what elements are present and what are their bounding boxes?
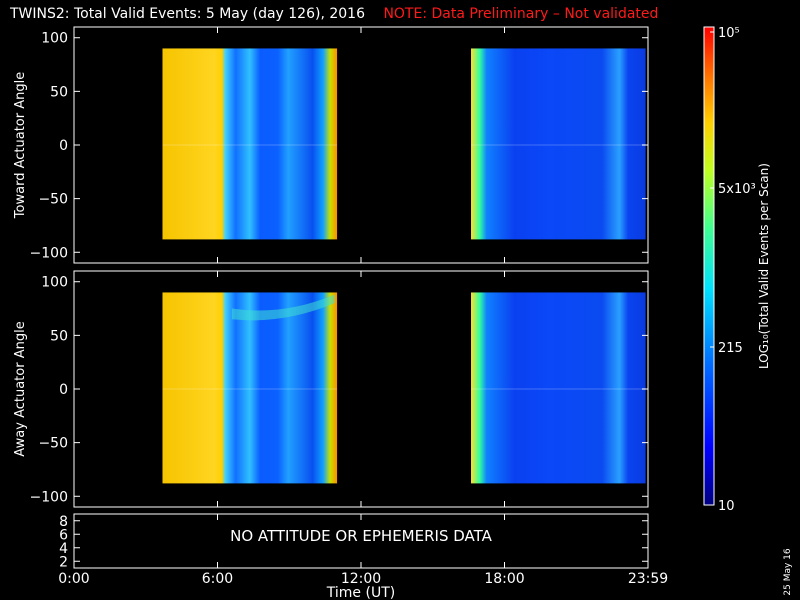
y-tick-label: 2 [59, 554, 68, 570]
colorbar-tick-label: 5x10³ [718, 182, 756, 197]
y-tick-label: 50 [50, 328, 68, 344]
y-axis-label: Away Actuator Angle [13, 321, 28, 456]
x-axis-label: Time (UT) [326, 585, 395, 600]
y-tick-label: 100 [41, 275, 68, 291]
x-tick-label: 6:00 [202, 571, 233, 587]
no-data-message: NO ATTITUDE OR EPHEMERIS DATA [230, 527, 493, 545]
y-tick-label: 0 [59, 382, 68, 398]
colorbar-tick-label: 10 [718, 499, 735, 514]
heatmap-block [162, 292, 338, 484]
y-tick-label: 6 [59, 527, 68, 543]
arc-feature [231, 294, 335, 321]
y-tick-label: −100 [30, 245, 68, 261]
heatmap-block [471, 292, 646, 484]
panel-frame [73, 513, 649, 569]
y-tick-label: 8 [59, 514, 68, 530]
x-tick-label: 23:59 [628, 571, 668, 587]
y-axis-label: Toward Actuator Angle [13, 72, 28, 219]
colorbar-label: LOG₁₀(Total Valid Events per Scan) [757, 163, 771, 369]
zero-stripe [471, 388, 646, 390]
chart-title: TWINS2: Total Valid Events: 5 May (day 1… [10, 6, 658, 22]
x-tick-label: 0:00 [58, 571, 89, 587]
x-tick-label: 12:00 [341, 571, 381, 587]
colorbar-tick-label: 10⁵ [718, 26, 740, 41]
heatmap-block [162, 48, 338, 240]
colorbar-tick-label: 215 [718, 341, 743, 356]
heatmap-block [471, 48, 646, 240]
y-tick-label: 50 [50, 84, 68, 100]
colorbar [703, 26, 715, 506]
date-stamp: 25 May 16 [783, 548, 793, 596]
y-tick-label: −50 [38, 436, 68, 452]
title-text: TWINS2: Total Valid Events: 5 May (day 1… [10, 6, 365, 22]
y-tick-label: 0 [59, 138, 68, 154]
y-tick-label: 100 [41, 31, 68, 47]
y-tick-label: −50 [38, 192, 68, 208]
x-tick-label: 18:00 [484, 571, 524, 587]
y-tick-label: 4 [59, 541, 68, 557]
note-text: NOTE: Data Preliminary – Not validated [383, 6, 659, 22]
zero-stripe [162, 144, 338, 146]
y-tick-label: −100 [30, 489, 68, 505]
zero-stripe [162, 388, 338, 390]
zero-stripe [471, 144, 646, 146]
